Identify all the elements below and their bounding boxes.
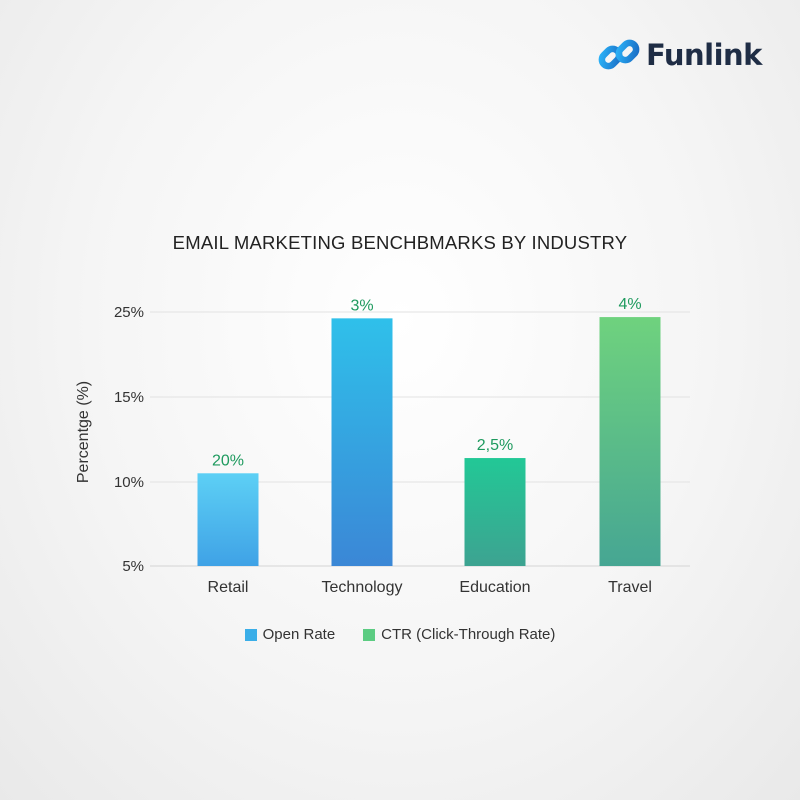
- bar-retail: [197, 473, 259, 566]
- x-tick-label: Retail: [208, 579, 249, 596]
- legend-swatch-ctr: [363, 628, 376, 641]
- data-label: 4%: [618, 296, 641, 313]
- x-tick-label: Technology: [322, 579, 403, 596]
- data-label: 2,5%: [477, 437, 513, 454]
- brand-name: Funlink: [646, 38, 762, 72]
- legend-item-open-rate: Open Rate: [244, 626, 336, 643]
- y-tick-label: 5%: [122, 558, 144, 575]
- x-tick-label: Travel: [608, 579, 652, 596]
- y-tick-label: 10%: [114, 474, 144, 491]
- labels: 5% 10% 15% 25% 20% Retail 3% Technology 2,5% Educ…: [114, 296, 652, 596]
- legend-label-ctr: CTR (Click-Through Rate): [381, 626, 556, 643]
- chart-title: EMAIL MARKETING BENCHBMARKS BY INDUSTRY: [172, 232, 628, 253]
- brand-logo: Funlink: [598, 34, 762, 76]
- bars: [197, 317, 661, 566]
- legend-swatch-open-rate: [244, 628, 257, 641]
- y-tick-label: 15%: [114, 389, 144, 406]
- legend: Open Rate CTR (Click-Through Rate): [0, 626, 800, 643]
- data-label: 20%: [212, 452, 244, 469]
- chain-link-icon: [598, 39, 640, 70]
- bar-travel: [599, 317, 661, 566]
- y-tick-label: 25%: [114, 304, 144, 321]
- data-label: 3%: [350, 297, 373, 314]
- x-tick-label: Education: [459, 579, 530, 596]
- y-axis-label: Percentge (%): [75, 381, 92, 483]
- bar-education: [464, 458, 526, 566]
- legend-item-ctr: CTR (Click-Through Rate): [363, 626, 555, 643]
- bar-technology: [331, 318, 393, 566]
- legend-label-open-rate: Open Rate: [262, 626, 336, 643]
